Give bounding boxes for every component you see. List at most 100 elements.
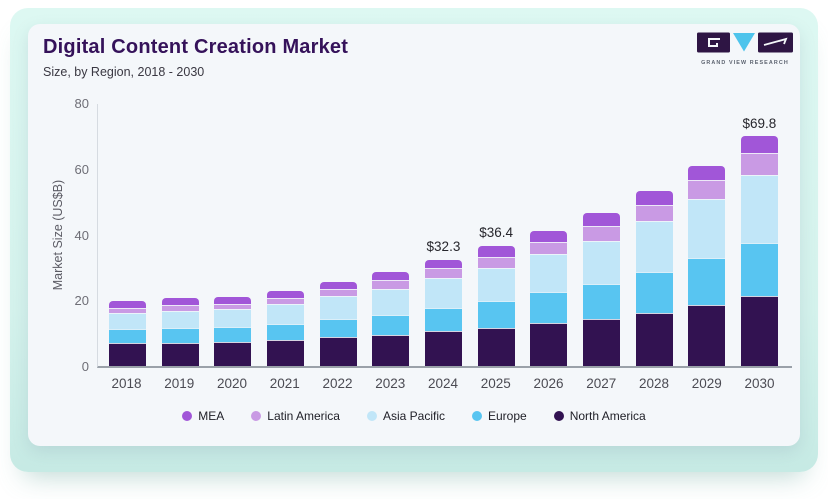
bar-stack-2027 <box>582 212 620 366</box>
segment-north-america-2020 <box>214 342 252 366</box>
segment-asia-pacific-2023 <box>372 289 410 315</box>
bar-stack-2018 <box>109 300 146 366</box>
x-label-2018: 2018 <box>111 376 142 391</box>
segment-mea-2021 <box>266 290 304 298</box>
segment-europe-2027 <box>582 284 620 319</box>
segment-europe-2024 <box>424 307 462 332</box>
segment-north-america-2024 <box>424 331 462 366</box>
segment-north-america-2019 <box>161 342 199 366</box>
legend-label-north-america: North America <box>569 409 646 423</box>
segment-europe-2020 <box>214 327 252 343</box>
segment-europe-2021 <box>266 323 304 340</box>
segment-north-america-2030 <box>740 296 778 366</box>
legend-item-mea: MEA <box>182 409 224 423</box>
y-tick-80: 80 <box>74 96 89 111</box>
bar-2019 <box>161 298 199 366</box>
x-label-2025: 2025 <box>480 376 511 391</box>
segment-asia-pacific-2018 <box>109 312 146 330</box>
segment-europe-2023 <box>372 314 410 336</box>
chart-card: Digital Content Creation Market Size, by… <box>28 24 800 446</box>
legend-item-asia-pacific: Asia Pacific <box>366 409 445 423</box>
segment-latin-america-2030 <box>740 153 778 175</box>
legend-label-asia-pacific: Asia Pacific <box>382 409 445 423</box>
segment-mea-2018 <box>109 300 146 308</box>
bar-2026 <box>530 230 568 366</box>
x-label-2021: 2021 <box>269 376 300 391</box>
x-label-2022: 2022 <box>322 376 353 391</box>
legend-dot-asia-pacific-icon <box>366 411 377 421</box>
x-label-2030: 2030 <box>744 376 775 391</box>
x-label-2026: 2026 <box>533 376 564 391</box>
segment-europe-2018 <box>109 329 146 344</box>
bar-stack-2030 <box>740 136 778 366</box>
legend-item-north-america: North America <box>553 409 646 423</box>
legend-item-europe: Europe <box>472 409 527 423</box>
header: Digital Content Creation Market Size, by… <box>43 36 348 79</box>
logo-text: GRAND VIEW RESEARCH <box>701 60 789 66</box>
segment-asia-pacific-2024 <box>424 278 462 308</box>
segment-north-america-2028 <box>635 312 673 366</box>
segment-latin-america-2027 <box>582 225 620 241</box>
segment-mea-2025 <box>477 246 515 257</box>
legend-dot-mea-icon <box>182 411 193 421</box>
segment-mea-2022 <box>319 281 357 290</box>
segment-asia-pacific-2021 <box>266 303 304 324</box>
segment-europe-2028 <box>635 272 673 313</box>
bar-2022 <box>319 281 357 366</box>
segment-north-america-2018 <box>109 343 146 366</box>
legend-dot-latin-america-icon <box>251 411 262 421</box>
bar-2028 <box>635 190 673 366</box>
bar-stack-2023 <box>372 272 410 366</box>
segment-north-america-2023 <box>372 335 410 366</box>
segment-mea-2030 <box>740 136 778 154</box>
segment-north-america-2022 <box>319 337 357 366</box>
segment-latin-america-2018 <box>109 307 146 313</box>
bar-2030: $69.8 <box>740 116 778 366</box>
bar-stack-2020 <box>214 297 252 366</box>
value-label-2024: $32.3 <box>426 239 461 254</box>
x-label-2029: 2029 <box>691 376 722 391</box>
legend-dot-europe-icon <box>472 411 482 421</box>
bar-2025: $36.4 <box>477 225 515 366</box>
segment-mea-2027 <box>582 212 620 226</box>
segment-north-america-2025 <box>477 328 515 366</box>
segment-north-america-2029 <box>688 304 726 366</box>
segment-europe-2026 <box>530 292 568 323</box>
bar-stack-2019 <box>161 298 199 366</box>
x-label-2020: 2020 <box>216 376 248 391</box>
segment-north-america-2026 <box>530 322 568 366</box>
bar-2020 <box>214 297 252 366</box>
logo-mark-icon <box>697 32 793 53</box>
segment-north-america-2021 <box>266 340 304 366</box>
page-subtitle: Size, by Region, 2018 - 2030 <box>43 65 205 79</box>
segment-north-america-2027 <box>582 319 620 366</box>
outer-panel: Digital Content Creation Market Size, by… <box>10 8 818 472</box>
value-label-2030: $69.8 <box>742 116 777 131</box>
bar-2021 <box>266 290 304 366</box>
segment-asia-pacific-2020 <box>214 309 252 328</box>
legend: MEA Latin America Asia Pacific Europe North … <box>28 409 800 423</box>
bar-stack-2025 <box>477 246 515 366</box>
x-label-2023: 2023 <box>375 376 406 391</box>
bar-2023 <box>372 272 410 366</box>
y-tick-40: 40 <box>74 227 89 243</box>
bar-stack-2029 <box>688 165 726 366</box>
segment-latin-america-2020 <box>214 303 252 310</box>
bar-stack-2028 <box>635 190 673 366</box>
legend-dot-north-america-icon <box>553 411 564 421</box>
segment-latin-america-2025 <box>477 256 515 269</box>
x-label-2024: 2024 <box>427 376 459 391</box>
value-label-2025: $36.4 <box>479 225 513 240</box>
segment-asia-pacific-2025 <box>477 268 515 301</box>
page-title: Digital Content Creation Market <box>43 36 349 58</box>
segment-asia-pacific-2027 <box>582 240 620 285</box>
x-label-2027: 2027 <box>586 376 617 391</box>
segment-asia-pacific-2026 <box>530 253 568 293</box>
segment-mea-2024 <box>424 259 462 269</box>
legend-label-mea: MEA <box>198 409 225 423</box>
segment-latin-america-2021 <box>266 297 304 304</box>
segment-europe-2019 <box>161 327 199 343</box>
segment-latin-america-2024 <box>424 268 462 279</box>
bar-stack-2026 <box>530 230 568 366</box>
segment-latin-america-2028 <box>635 204 673 222</box>
